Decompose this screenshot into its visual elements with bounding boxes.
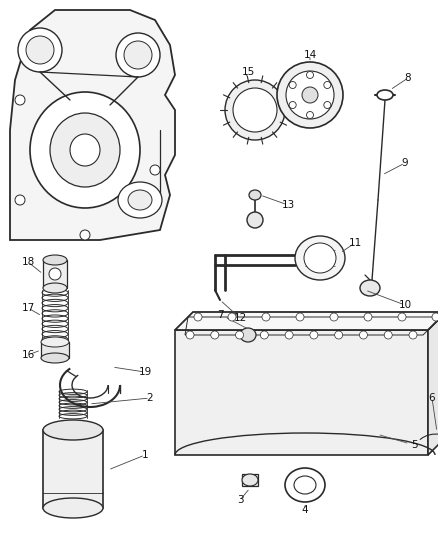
Ellipse shape — [247, 212, 263, 228]
Ellipse shape — [409, 331, 417, 339]
Text: 18: 18 — [21, 257, 35, 267]
Ellipse shape — [49, 268, 61, 280]
Ellipse shape — [384, 331, 392, 339]
Text: 14: 14 — [304, 50, 317, 60]
Text: 19: 19 — [138, 367, 152, 377]
Text: 8: 8 — [405, 73, 411, 83]
Text: 15: 15 — [241, 67, 254, 77]
Ellipse shape — [128, 190, 152, 210]
Ellipse shape — [233, 88, 277, 132]
Ellipse shape — [150, 165, 160, 175]
Ellipse shape — [286, 71, 334, 119]
Ellipse shape — [124, 41, 152, 69]
Ellipse shape — [310, 331, 318, 339]
Ellipse shape — [41, 353, 69, 363]
Ellipse shape — [43, 498, 103, 518]
Text: 9: 9 — [402, 158, 408, 168]
Ellipse shape — [211, 331, 219, 339]
Ellipse shape — [228, 313, 236, 321]
Text: 3: 3 — [237, 495, 244, 505]
Ellipse shape — [15, 195, 25, 205]
Ellipse shape — [236, 331, 244, 339]
Polygon shape — [10, 10, 175, 240]
Ellipse shape — [296, 313, 304, 321]
Text: 12: 12 — [233, 313, 247, 323]
Ellipse shape — [240, 328, 256, 342]
Ellipse shape — [225, 80, 285, 140]
Ellipse shape — [43, 255, 67, 265]
Ellipse shape — [304, 243, 336, 273]
Ellipse shape — [80, 230, 90, 240]
Ellipse shape — [294, 476, 316, 494]
Ellipse shape — [307, 111, 314, 118]
Polygon shape — [41, 342, 69, 358]
Ellipse shape — [285, 331, 293, 339]
Text: 1: 1 — [141, 450, 148, 460]
Ellipse shape — [335, 331, 343, 339]
Polygon shape — [175, 312, 438, 330]
Ellipse shape — [26, 36, 54, 64]
Ellipse shape — [249, 190, 261, 200]
Text: 13: 13 — [281, 200, 295, 210]
Polygon shape — [43, 260, 67, 288]
Ellipse shape — [260, 331, 268, 339]
Ellipse shape — [70, 134, 100, 166]
Polygon shape — [175, 330, 428, 455]
Ellipse shape — [15, 95, 25, 105]
Ellipse shape — [41, 337, 69, 347]
Ellipse shape — [302, 87, 318, 103]
Text: 17: 17 — [21, 303, 35, 313]
Ellipse shape — [262, 313, 270, 321]
Ellipse shape — [277, 62, 343, 128]
Ellipse shape — [360, 280, 380, 296]
Ellipse shape — [18, 28, 62, 72]
Ellipse shape — [194, 313, 202, 321]
Ellipse shape — [324, 82, 331, 88]
Ellipse shape — [289, 101, 296, 109]
Text: 11: 11 — [348, 238, 362, 248]
Ellipse shape — [295, 236, 345, 280]
Polygon shape — [242, 474, 258, 486]
Ellipse shape — [30, 92, 140, 208]
Text: 10: 10 — [399, 300, 412, 310]
Text: 4: 4 — [302, 505, 308, 515]
Ellipse shape — [43, 420, 103, 440]
Text: 16: 16 — [21, 350, 35, 360]
Text: 7: 7 — [217, 310, 223, 320]
Text: 2: 2 — [147, 393, 153, 403]
Ellipse shape — [398, 313, 406, 321]
Ellipse shape — [377, 90, 393, 100]
Polygon shape — [43, 430, 103, 508]
Ellipse shape — [324, 101, 331, 109]
Text: 6: 6 — [429, 393, 435, 403]
Ellipse shape — [116, 33, 160, 77]
Ellipse shape — [307, 71, 314, 78]
Ellipse shape — [364, 313, 372, 321]
Ellipse shape — [186, 331, 194, 339]
Polygon shape — [428, 312, 438, 455]
Ellipse shape — [242, 474, 258, 486]
Ellipse shape — [50, 113, 120, 187]
Ellipse shape — [118, 182, 162, 218]
Ellipse shape — [43, 283, 67, 293]
Ellipse shape — [360, 331, 367, 339]
Ellipse shape — [330, 313, 338, 321]
Ellipse shape — [432, 313, 438, 321]
Text: 5: 5 — [412, 440, 418, 450]
Ellipse shape — [289, 82, 296, 88]
